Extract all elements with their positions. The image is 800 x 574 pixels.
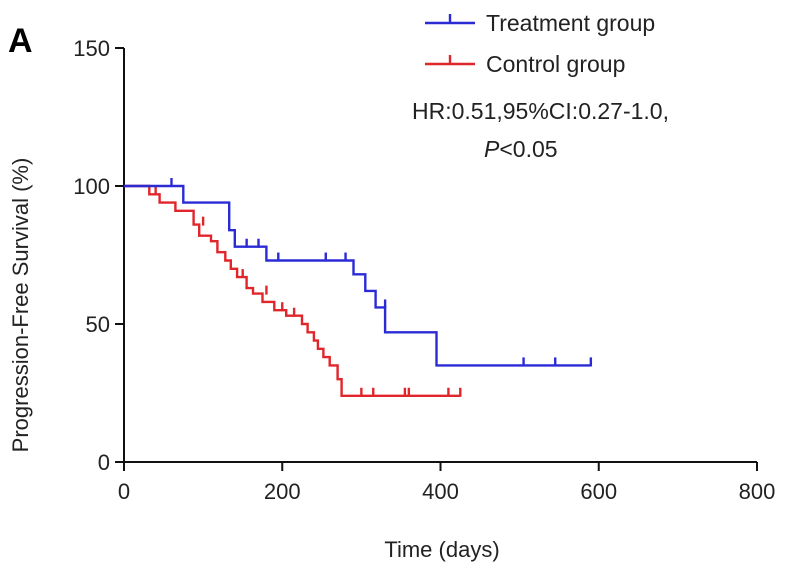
x-tick-label: 600 bbox=[580, 479, 617, 504]
hr-annotation: HR:0.51,95%CI:0.27-1.0, bbox=[412, 98, 669, 124]
panel-letter: A bbox=[8, 22, 33, 60]
treatment-group-curve bbox=[124, 184, 591, 367]
legend: Treatment group Control group bbox=[425, 10, 655, 77]
legend-item-control-group: Control group bbox=[425, 51, 625, 77]
legend-item-treatment-group: Treatment group bbox=[425, 10, 655, 36]
y-axis-label: Progression-Free Survival (%) bbox=[8, 158, 33, 453]
treatment-group-series bbox=[124, 178, 593, 367]
series-layer bbox=[124, 178, 593, 397]
control-group-series bbox=[124, 184, 462, 397]
control-group-curve bbox=[124, 184, 461, 397]
legend-label-treatment-group: Treatment group bbox=[486, 10, 655, 36]
x-tick-label: 800 bbox=[739, 479, 776, 504]
y-tick-label: 100 bbox=[73, 174, 110, 199]
p-value: <0.05 bbox=[499, 136, 557, 162]
axes: 0 50 100 150 0 200 400 600 800 bbox=[73, 36, 775, 504]
x-tick-label: 400 bbox=[422, 479, 459, 504]
y-tick-label: 150 bbox=[73, 36, 110, 61]
x-tick-label: 0 bbox=[118, 479, 130, 504]
y-tick-label: 0 bbox=[98, 450, 110, 475]
y-tick-label: 50 bbox=[86, 312, 110, 337]
legend-label-control-group: Control group bbox=[486, 51, 625, 77]
p-symbol: P bbox=[484, 136, 500, 162]
p-annotation: P<0.05 bbox=[484, 136, 558, 162]
x-axis-label: Time (days) bbox=[384, 537, 499, 562]
x-tick-label: 200 bbox=[264, 479, 301, 504]
